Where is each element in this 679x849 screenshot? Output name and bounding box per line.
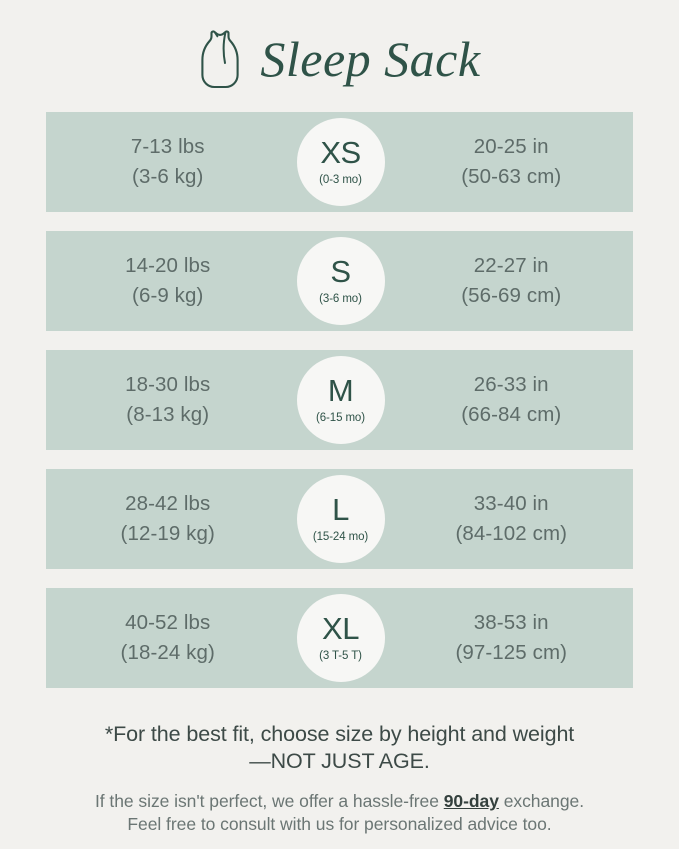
- weight-cell: 28-42 lbs (12-19 kg): [46, 489, 298, 548]
- weight-metric: (12-19 kg): [120, 522, 215, 545]
- weight-cell: 7-13 lbs (3-6 kg): [46, 132, 298, 191]
- length-cell: 26-33 in (66-84 cm): [384, 370, 634, 429]
- length-cell: 20-25 in (50-63 cm): [384, 132, 634, 191]
- length-cell: 38-53 in (97-125 cm): [384, 608, 634, 667]
- size-label: S: [330, 253, 351, 289]
- size-badge: L (15-24 mo): [296, 475, 385, 563]
- length-imperial: 38-53 in: [473, 611, 549, 635]
- size-age-range: (15-24 mo): [312, 530, 369, 543]
- size-label: XS: [320, 134, 361, 170]
- weight-imperial: 40-52 lbs: [125, 611, 211, 635]
- size-badge: M (6-15 mo): [296, 356, 385, 444]
- weight-imperial: 14-20 lbs: [125, 254, 211, 278]
- exchange-text-before: If the size isn't perfect, we offer a ha…: [94, 790, 444, 811]
- length-imperial: 33-40 in: [473, 492, 549, 516]
- length-metric: (66-84 cm): [461, 403, 562, 426]
- footer-notes: *For the best fit, choose size by height…: [0, 707, 679, 836]
- fit-advice-line1: *For the best fit, choose size by height…: [104, 722, 575, 746]
- length-metric: (56-69 cm): [461, 284, 562, 307]
- weight-imperial: 7-13 lbs: [130, 135, 205, 159]
- size-age-range: (0-3 mo): [319, 173, 362, 186]
- fit-advice-line2: —NOT JUST AGE.: [249, 749, 430, 774]
- size-badge: XS (0-3 mo): [296, 118, 385, 206]
- length-cell: 33-40 in (84-102 cm): [384, 489, 634, 548]
- size-age-range: (3 T-5 T): [319, 649, 362, 662]
- size-label: XL: [322, 610, 359, 646]
- size-age-range: (6-15 mo): [316, 411, 365, 424]
- weight-metric: (3-6 kg): [132, 165, 204, 188]
- weight-metric: (18-24 kg): [120, 641, 215, 664]
- size-cell: XL (3 T-5 T): [296, 594, 385, 682]
- size-label: M: [327, 372, 354, 408]
- size-chart-rows: 7-13 lbs (3-6 kg) XS (0-3 mo) 20-25 in (…: [0, 112, 679, 688]
- exchange-text-after: exchange.: [498, 790, 585, 811]
- length-metric: (84-102 cm): [455, 522, 568, 545]
- length-imperial: 20-25 in: [473, 135, 549, 159]
- table-row: 7-13 lbs (3-6 kg) XS (0-3 mo) 20-25 in (…: [46, 112, 633, 212]
- page-title: Sleep Sack: [260, 31, 481, 87]
- weight-imperial: 18-30 lbs: [125, 373, 211, 397]
- weight-imperial: 28-42 lbs: [125, 492, 211, 516]
- consult-invite-line: Feel free to consult with us for persona…: [127, 813, 552, 834]
- length-metric: (50-63 cm): [461, 165, 562, 188]
- weight-cell: 14-20 lbs (6-9 kg): [46, 251, 298, 310]
- size-badge: S (3-6 mo): [296, 237, 385, 325]
- size-cell: L (15-24 mo): [296, 475, 385, 563]
- table-row: 14-20 lbs (6-9 kg) S (3-6 mo) 22-27 in (…: [46, 231, 633, 331]
- exchange-policy-text: If the size isn't perfect, we offer a ha…: [28, 790, 651, 837]
- length-cell: 22-27 in (56-69 cm): [384, 251, 634, 310]
- table-row: 40-52 lbs (18-24 kg) XL (3 T-5 T) 38-53 …: [46, 588, 633, 688]
- size-badge: XL (3 T-5 T): [296, 594, 385, 682]
- weight-metric: (6-9 kg): [132, 284, 204, 307]
- size-age-range: (3-6 mo): [319, 292, 362, 305]
- table-row: 28-42 lbs (12-19 kg) L (15-24 mo) 33-40 …: [46, 469, 633, 569]
- table-row: 18-30 lbs (8-13 kg) M (6-15 mo) 26-33 in…: [46, 350, 633, 450]
- size-cell: M (6-15 mo): [296, 356, 385, 444]
- length-imperial: 22-27 in: [473, 254, 549, 278]
- length-imperial: 26-33 in: [473, 373, 549, 397]
- length-metric: (97-125 cm): [455, 641, 568, 664]
- sleep-sack-icon: [198, 27, 242, 91]
- size-cell: XS (0-3 mo): [296, 118, 385, 206]
- fit-advice-text: *For the best fit, choose size by height…: [28, 721, 651, 776]
- size-cell: S (3-6 mo): [296, 237, 385, 325]
- page-header: Sleep Sack: [0, 0, 679, 112]
- weight-cell: 40-52 lbs (18-24 kg): [46, 608, 298, 667]
- size-label: L: [332, 491, 349, 527]
- exchange-window-highlight: 90-day: [443, 790, 499, 811]
- weight-metric: (8-13 kg): [126, 403, 210, 426]
- weight-cell: 18-30 lbs (8-13 kg): [46, 370, 298, 429]
